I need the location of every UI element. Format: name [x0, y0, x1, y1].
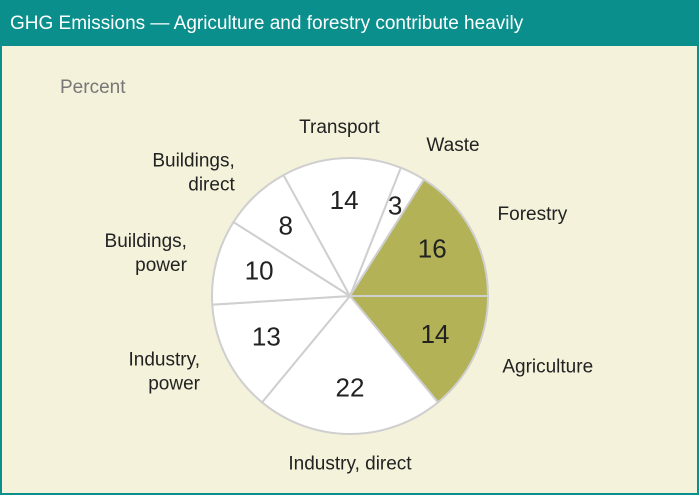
pie-slice — [348, 178, 490, 297]
header — [0, 0, 699, 46]
category-label-line: Industry, direct — [288, 453, 412, 474]
pie-slice — [260, 294, 440, 435]
value-label: 8 — [279, 210, 293, 240]
value-label: 13 — [252, 321, 281, 351]
category-label: Transport — [299, 117, 380, 138]
category-label-line: Industry, — [129, 349, 200, 370]
category-label: Waste — [426, 135, 479, 156]
value-label: 22 — [336, 373, 365, 403]
category-label: Forestry — [498, 204, 568, 225]
category-label-line: direct — [188, 174, 235, 195]
category-label-line: Transport — [299, 117, 380, 138]
value-label: 10 — [245, 256, 274, 286]
category-label-line: Waste — [426, 135, 479, 156]
category-label: Buildings, direct — [152, 150, 235, 195]
category-label-line: Forestry — [498, 204, 568, 225]
value-label: 14 — [420, 319, 449, 349]
category-label: Agriculture — [502, 357, 593, 378]
category-label: Industry, power — [129, 349, 201, 394]
pie-slice — [282, 157, 403, 299]
value-label: 14 — [330, 185, 359, 215]
value-label: 16 — [418, 234, 447, 264]
chart-title: GHG Emissions — Agriculture and forestry… — [10, 13, 524, 34]
pie-slice — [211, 220, 354, 306]
category-label-line: power — [148, 373, 200, 394]
category-label-line: Buildings, — [152, 150, 234, 171]
category-label-line: Buildings, — [105, 231, 187, 252]
value-label: 3 — [388, 190, 402, 220]
category-label: Industry, direct — [288, 453, 412, 474]
category-label-line: Agriculture — [502, 357, 593, 378]
pie-slice — [347, 295, 490, 404]
subtitle: Percent — [60, 77, 126, 98]
category-label: Buildings, power — [105, 231, 188, 276]
pie-slice — [211, 294, 353, 404]
category-label-line: power — [135, 255, 187, 276]
